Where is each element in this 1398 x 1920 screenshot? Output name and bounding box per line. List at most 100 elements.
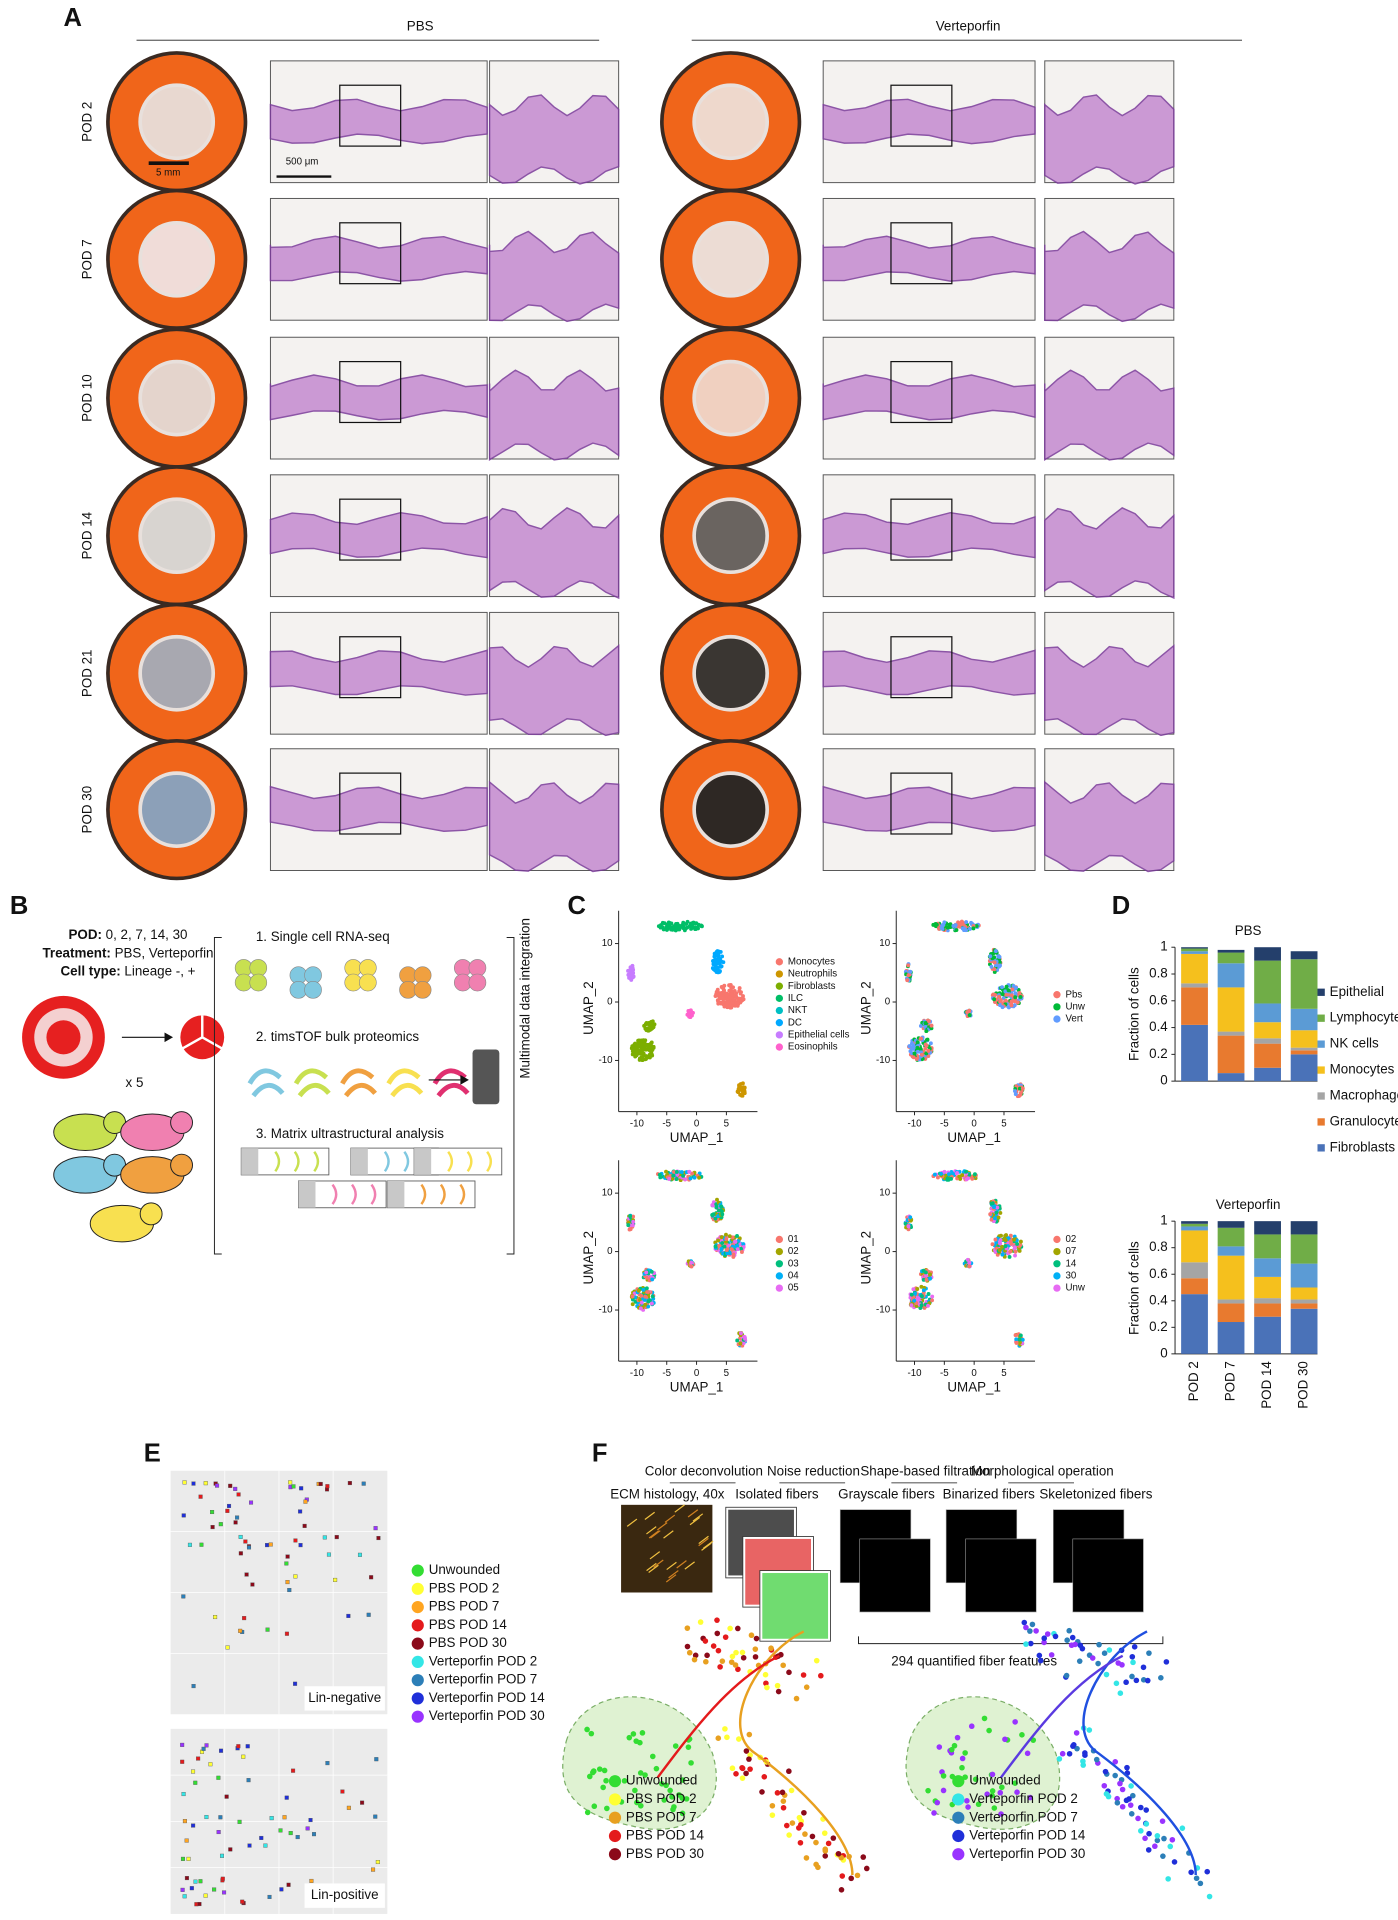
pca-dot: [371, 1867, 376, 1872]
embedding-dot: [1188, 1869, 1194, 1876]
umap-dot: [967, 1260, 972, 1265]
embedding-dot: [649, 1753, 656, 1760]
umap-dot: [633, 1299, 638, 1304]
pca-dot: [279, 1887, 284, 1892]
umap-dot: [672, 924, 677, 928]
umap-dot: [716, 1001, 721, 1006]
zoom-box: [890, 498, 953, 561]
legend-label: Granulocytes: [1330, 1113, 1398, 1128]
umap-dot: [630, 1302, 635, 1307]
umap-dot: [685, 1012, 690, 1017]
umap-dot: [722, 988, 726, 993]
embedding-dot: [986, 1727, 992, 1734]
umap-dot: [1017, 1340, 1022, 1345]
bar-segment: [1181, 1262, 1208, 1279]
wound: [138, 359, 216, 437]
umap-dot: [682, 928, 687, 933]
legend-swatch: [775, 1260, 784, 1268]
umap-dot: [731, 985, 736, 990]
x-tick-label: 5: [724, 1118, 729, 1129]
embedding-dot: [769, 1812, 776, 1818]
pca-dot: [236, 1492, 241, 1497]
embedding-dot: [1145, 1847, 1152, 1853]
umap-dot: [642, 1298, 647, 1302]
embedding-dot: [739, 1775, 746, 1781]
embedding-dot: [830, 1835, 837, 1841]
embedding-dot: [848, 1875, 855, 1882]
embedding-dot: [835, 1850, 842, 1857]
pca-dot: [361, 1481, 366, 1486]
umap-dot: [1003, 1238, 1008, 1243]
bar-segment: [1217, 1227, 1245, 1247]
pca-dot: [285, 1580, 290, 1585]
umap-dot: [639, 1293, 644, 1298]
embedding-dot: [639, 1730, 646, 1736]
embedding-dot: [803, 1855, 810, 1861]
legend-label: PBS POD 30: [626, 1846, 704, 1861]
legend-label: PBS POD 7: [626, 1809, 697, 1824]
fiber: [666, 1561, 677, 1571]
pca-dot: [219, 1853, 225, 1858]
embedding-dot: [1056, 1756, 1063, 1762]
umap-dot: [906, 1224, 911, 1229]
embedding-dot: [743, 1770, 749, 1777]
bar-segment: [1181, 948, 1208, 952]
umap-dot: [729, 1247, 734, 1252]
umap-dot: [1013, 1333, 1018, 1338]
embedding-dot: [1041, 1635, 1048, 1642]
pca-dot: [182, 1819, 187, 1824]
embedding-dot: [679, 1810, 686, 1817]
umap-dot: [1015, 1241, 1020, 1246]
umap-dot: [738, 1086, 743, 1091]
pca-dot: [373, 1526, 378, 1531]
umap-dot: [921, 1288, 926, 1293]
pca-dot: [199, 1542, 204, 1547]
step: 3. Matrix ultrastructural analysis: [256, 1126, 444, 1141]
embedding-dot: [727, 1625, 733, 1632]
x-tick-label: POD 14: [1259, 1361, 1274, 1409]
umap-dot: [1004, 1233, 1009, 1238]
umap-dot: [906, 963, 911, 968]
legend-swatch: [1053, 1284, 1061, 1292]
umap-dot: [994, 1210, 999, 1215]
bar-segment: [1181, 1221, 1208, 1224]
pca-dot: [293, 1538, 298, 1543]
trajectory: [656, 1654, 780, 1779]
umap-dot: [1017, 1248, 1022, 1253]
umap-dot: [643, 1294, 648, 1299]
embedding-dot: [1115, 1660, 1122, 1666]
tem-gray: [387, 1180, 405, 1208]
umap-dot: [633, 1053, 638, 1058]
umap-dot: [714, 1205, 719, 1210]
umap-dot: [646, 1289, 650, 1294]
legend-label: 30: [1065, 1271, 1076, 1282]
umap-dot: [911, 1287, 916, 1292]
bracket: [213, 936, 222, 1255]
legend-label: Unwounded: [626, 1773, 697, 1788]
bar-segment: [1290, 1221, 1318, 1235]
pca-dot: [240, 1899, 245, 1904]
pca-dot: [278, 1828, 283, 1833]
zoom-box: [339, 84, 402, 147]
zoom-box: [339, 360, 402, 424]
embedding-dot: [679, 1777, 686, 1783]
embedding-dot: [1193, 1875, 1200, 1882]
pca-dot: [204, 1814, 209, 1820]
x-tick-label: 5: [724, 1368, 729, 1379]
legend-label: 14: [1065, 1258, 1076, 1269]
umap-dot: [739, 1250, 744, 1254]
umap-dot: [725, 1000, 730, 1005]
x-axis-label: UMAP_1: [947, 1379, 1001, 1394]
fiber-icon: [386, 1068, 424, 1098]
tissue: [488, 507, 620, 600]
pca-dot: [244, 1572, 249, 1577]
embedding-dot: [999, 1784, 1005, 1791]
embedding-dot: [1012, 1719, 1018, 1725]
pca-dot: [201, 1746, 206, 1751]
umap-dot: [713, 968, 717, 973]
legend-label: Verteporfin POD 7: [969, 1809, 1078, 1824]
pca-dot: [243, 1539, 248, 1544]
legend-swatch: [1053, 1235, 1061, 1244]
umap-dot: [717, 969, 722, 974]
tissue: [1044, 230, 1175, 323]
